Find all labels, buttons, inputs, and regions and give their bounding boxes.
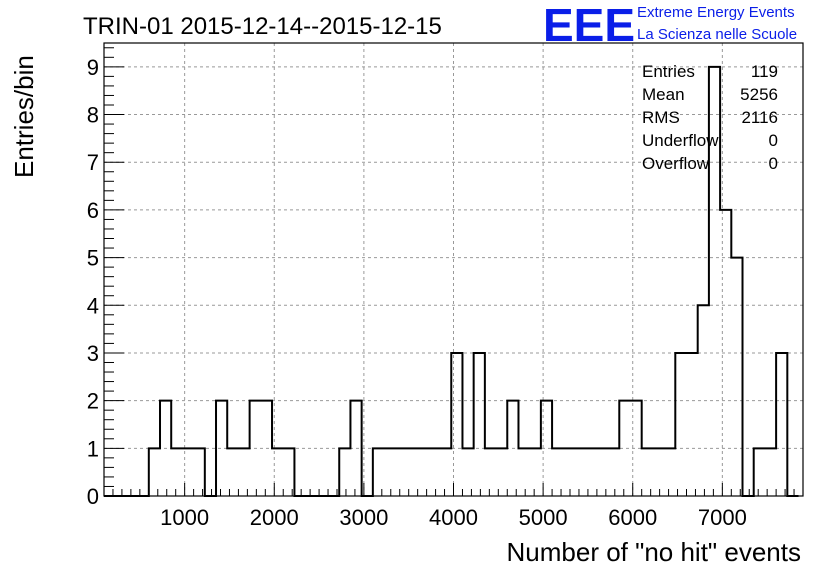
stat-value-overflow: 0 [769,154,778,173]
stat-label-mean: Mean [642,85,685,104]
histogram-bin-56 [731,258,742,496]
histogram-bins [104,65,799,497]
histogram-outline [104,65,799,497]
stat-value-rms: 2116 [741,108,778,127]
y-tick-label-0: 0 [87,484,99,509]
histogram-bin-44 [597,448,608,496]
y-tick-label-5: 5 [87,246,99,271]
stat-value-entries: 119 [751,62,778,81]
stat-value-underflow: 0 [769,131,778,150]
logo-line-1: Extreme Energy Events [637,4,795,21]
y-tick-label-2: 2 [87,389,99,414]
histogram-bin-21 [339,448,350,496]
x-tick-label-2: 3000 [339,505,388,530]
stat-label-rms: RMS [642,108,680,127]
histogram-bin-40 [552,448,563,496]
stat-value-mean: 5256 [740,85,778,104]
y-tick-label-8: 8 [87,103,99,128]
histogram-bin-50 [664,448,675,496]
histogram-bin-52 [687,353,698,496]
x-tick-label-5: 6000 [608,505,657,530]
y-tick-label-1: 1 [87,436,99,461]
y-tick-label-9: 9 [87,55,99,80]
stats-box: Entries 119 Mean 5256 RMS 2116 Underflow 0 Overf… [642,62,778,173]
eee-logo: EEE Extreme Energy Events La Scienza nel… [543,0,797,51]
stat-label-overflow: Overflow [642,154,710,173]
histogram-bin-35 [496,448,507,496]
histogram-bin-8 [194,448,205,496]
histogram-bin-29 [429,448,440,496]
histogram-bin-4 [149,448,160,496]
histogram-bin-51 [675,353,686,496]
y-tick-label-6: 6 [87,198,99,223]
histogram-bin-60 [776,353,787,496]
plot-frame [103,42,804,497]
x-tick-label-0: 1000 [160,505,209,530]
histogram-bin-26 [395,448,406,496]
histogram-bin-45 [608,448,619,496]
histogram-bin-37 [518,448,529,496]
histogram-bin-38 [530,448,541,496]
histogram-bin-11 [227,448,238,496]
histogram-bin-27 [406,448,417,496]
x-tick-label-4: 5000 [519,505,568,530]
histogram-bin-6 [171,448,182,496]
chart-title: TRIN-01 2015-12-14--2015-12-15 [83,13,442,40]
logo-line-2: La Scienza nelle Scuole [637,26,797,43]
histogram-bin-34 [485,448,496,496]
x-axis-ticks: 1000 2000 3000 4000 5000 6000 7000 [103,483,804,530]
y-tick-label-7: 7 [87,150,99,175]
histogram-bin-43 [586,448,597,496]
histogram-bin-32 [462,448,473,496]
histogram-bin-16 [283,448,294,496]
stat-label-underflow: Underflow [642,131,719,150]
histogram-bin-48 [642,448,653,496]
grid [104,43,803,496]
y-tick-label-4: 4 [87,293,99,318]
histogram-bin-58 [754,448,765,496]
histogram-bin-24 [373,448,384,496]
histogram-bin-7 [182,448,193,496]
histogram-bin-42 [574,448,585,496]
histogram-bin-31 [451,353,462,496]
x-tick-label-1: 2000 [250,505,299,530]
histogram-bin-49 [653,448,664,496]
x-axis-title: Number of "no hit" events [507,537,802,567]
histogram-bin-59 [765,448,776,496]
x-tick-label-3: 4000 [429,505,478,530]
histogram-bin-25 [384,448,395,496]
y-axis-title: Entries/bin [9,55,39,178]
histogram-bin-15 [272,448,283,496]
histogram-bin-28 [418,448,429,496]
histogram-bin-41 [563,448,574,496]
y-tick-label-3: 3 [87,341,99,366]
stat-label-entries: Entries [642,62,695,81]
histogram-bin-30 [440,448,451,496]
y-axis-ticks: 0 1 2 3 4 5 6 7 8 9 [87,47,124,509]
histogram-bin-33 [474,353,485,496]
x-tick-label-6: 7000 [698,505,747,530]
histogram-bin-12 [238,448,249,496]
